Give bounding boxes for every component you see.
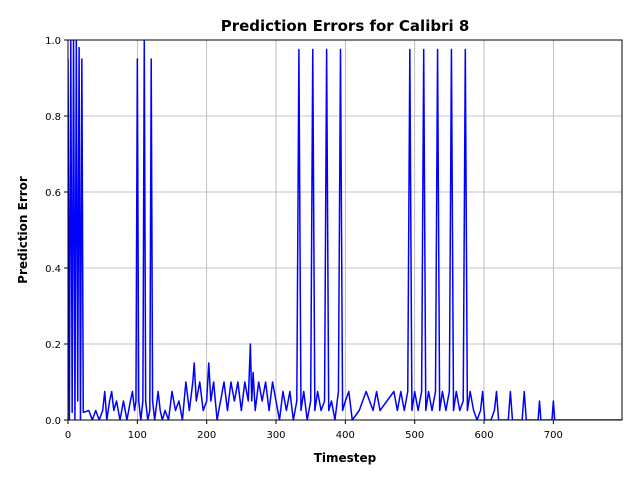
y-axis-label: Prediction Error: [16, 176, 30, 284]
x-tick-label: 200: [197, 430, 216, 441]
x-tick-label: 600: [474, 430, 493, 441]
x-tick-label: 400: [336, 430, 355, 441]
y-tick-label: 0.4: [45, 264, 61, 275]
x-tick-label: 100: [128, 430, 147, 441]
y-tick-label: 0.2: [45, 340, 61, 351]
x-tick-label: 500: [405, 430, 424, 441]
data-line: [68, 40, 622, 420]
x-tick-label: 700: [544, 430, 563, 441]
x-axis-label: Timestep: [314, 451, 377, 465]
x-tick-label: 0: [65, 430, 71, 441]
chart-title: Prediction Errors for Calibri 8: [221, 17, 470, 35]
y-tick-label: 1.0: [45, 36, 61, 47]
y-tick-label: 0.6: [45, 188, 61, 199]
y-tick-label: 0.8: [45, 112, 61, 123]
x-tick-label: 300: [266, 430, 285, 441]
y-tick-label: 0.0: [45, 416, 61, 427]
